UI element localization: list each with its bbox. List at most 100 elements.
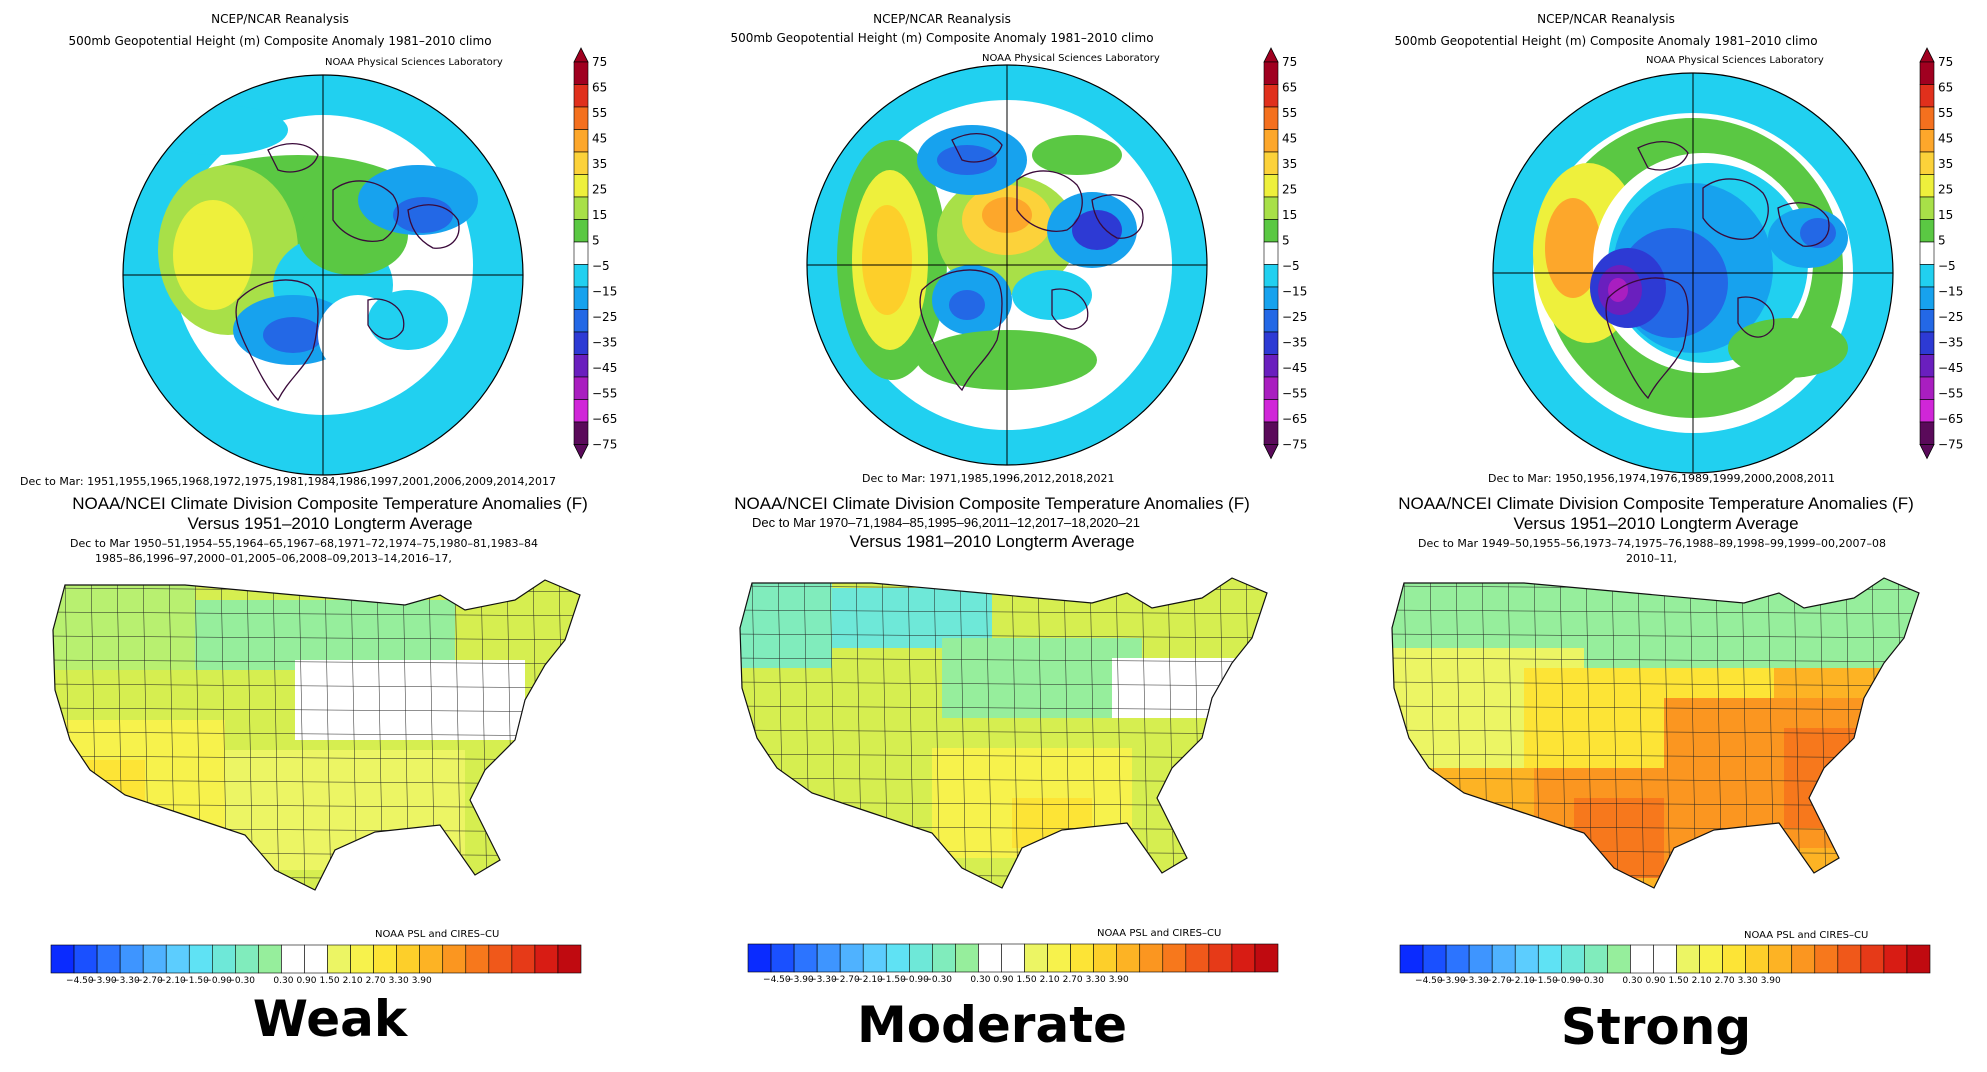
division-border (298, 580, 306, 890)
colorbar-swatch (1919, 376, 1935, 400)
colorbar-swatch (1653, 944, 1677, 974)
division-border (53, 731, 580, 737)
colorbar-tick-label: 25 (592, 183, 607, 197)
colorbar-swatch (419, 944, 444, 974)
coastline (1777, 202, 1830, 247)
anomaly-contour (1032, 135, 1122, 175)
division-border (53, 707, 580, 713)
reanalysis-title: NCEP/NCAR Reanalysis (873, 12, 1011, 26)
colorbar-tick-label: 5 (1282, 234, 1290, 248)
colorbar-swatch (1919, 84, 1935, 108)
colorbar-swatch (747, 943, 772, 973)
colorbar-swatch (573, 196, 589, 220)
coastline (367, 298, 405, 340)
polar-map (1492, 72, 1894, 474)
colorbar-swatch (1263, 196, 1279, 220)
division-border (53, 683, 580, 689)
division-border (959, 578, 967, 888)
colorbar-tick-label: 3.30 (389, 976, 409, 986)
height-colorbar: 75 65 55 45 35 25 15 5 −5 −15 −25 −35 −45 −55 −65 −75 (1919, 47, 1963, 460)
anomaly-region (942, 638, 1142, 718)
colorbar-swatch (1263, 151, 1279, 175)
colorbar-swatch (96, 944, 121, 974)
colorbar-swatch (465, 944, 490, 974)
colorbar-tick-label: −3.30 (112, 976, 140, 986)
colorbar-tick-label: −25 (592, 310, 617, 324)
division-border (740, 633, 1267, 639)
colorbar-swatch (1919, 106, 1935, 130)
colorbar-swatch (1263, 309, 1279, 333)
colorbar-tick-label: 75 (1938, 55, 1953, 69)
colorbar-tick-label: −3.30 (1461, 976, 1489, 986)
colorbar-tick-label: 2.70 (366, 976, 386, 986)
colorbar-swatch (1768, 944, 1793, 974)
colorbar-tick-label: −25 (1938, 310, 1963, 324)
anomaly-region (1012, 798, 1092, 848)
colorbar-tick-label: 3.90 (1109, 975, 1129, 985)
colorbar-tick-label: −1.50 (181, 976, 209, 986)
colorbar-swatch (573, 61, 589, 85)
temperature-field (740, 578, 1267, 888)
colorbar-tick-label: −5 (592, 259, 610, 273)
coastline (951, 133, 1003, 163)
colorbar-tick-label: −65 (1938, 412, 1963, 426)
colorbar-swatch (573, 331, 589, 355)
colorbar-swatch (1070, 943, 1094, 973)
colorbar-swatch (1047, 943, 1071, 973)
colorbar-swatch (1919, 196, 1935, 220)
colorbar-tick-label: 0.30 (970, 975, 990, 985)
division-border (324, 580, 332, 890)
colorbar-swatch (1231, 943, 1256, 973)
colorbar-tick-label: −35 (1938, 336, 1963, 350)
anomaly-contour (937, 145, 997, 175)
temperature-field (1392, 578, 1919, 888)
anomaly-field (123, 75, 523, 475)
colorbar-tick-label: 55 (1282, 106, 1297, 120)
panel-strong: NCEP/NCAR Reanalysis 500mb Geopotential … (1326, 0, 1987, 1072)
colorbar-swatch (862, 943, 887, 973)
colorbar-tick-label: −55 (1282, 387, 1307, 401)
colorbar-swatch (373, 944, 397, 974)
coastline (332, 180, 399, 242)
colorbar-tick-label: 45 (592, 132, 607, 146)
anomaly-contour (263, 317, 323, 353)
colorbar-tick-label: 35 (1282, 157, 1297, 171)
colorbar-swatch (1722, 944, 1746, 974)
colorbar-swatch (557, 944, 582, 974)
colorbar-tick-label: −3.90 (89, 976, 117, 986)
colorbar-swatch (1001, 943, 1025, 973)
division-border (1392, 681, 1919, 687)
division-border (53, 635, 580, 641)
colorbar-swatch (573, 151, 589, 175)
anomaly-region (295, 660, 525, 740)
colorbar-swatch (1837, 944, 1862, 974)
colorbar-swatch (573, 354, 589, 378)
colorbar-swatch (1919, 241, 1935, 265)
division-border (1637, 578, 1645, 888)
anomaly-region (225, 750, 465, 870)
colorbar-swatch (1208, 943, 1233, 973)
colorbar-tick-label: −4.50 (66, 976, 94, 986)
colorbar-tick-label: −1.50 (1530, 976, 1558, 986)
division-border (1392, 729, 1919, 735)
colorbar-tick-label: 3.90 (1761, 976, 1781, 986)
colorbar-swatch (1263, 264, 1279, 288)
colorbar-swatch (327, 944, 351, 974)
colorbar-tick-label: 0.30 (1622, 976, 1642, 986)
colorbar-tick-label: 2.10 (343, 976, 363, 986)
division-border (1392, 873, 1919, 879)
colorbar-tick-label: 0.90 (296, 976, 316, 986)
division-border (985, 578, 993, 888)
colorbar-swatch (909, 943, 933, 973)
colorbar-tick-label: −15 (1938, 285, 1963, 299)
colorbar-tick-label: 45 (1282, 132, 1297, 146)
colorbar-tick-label: 5 (592, 234, 600, 248)
colorbar-swatch (281, 944, 305, 974)
strength-label: Weak (252, 990, 408, 1048)
anomaly-region (1784, 728, 1894, 828)
colorbar-tick-label: −25 (1282, 310, 1307, 324)
colorbar-tick-label: −0.90 (901, 975, 929, 985)
division-border (272, 580, 280, 890)
colorbar-swatch (1263, 106, 1279, 130)
colorbar-tick-label: 25 (1282, 183, 1297, 197)
